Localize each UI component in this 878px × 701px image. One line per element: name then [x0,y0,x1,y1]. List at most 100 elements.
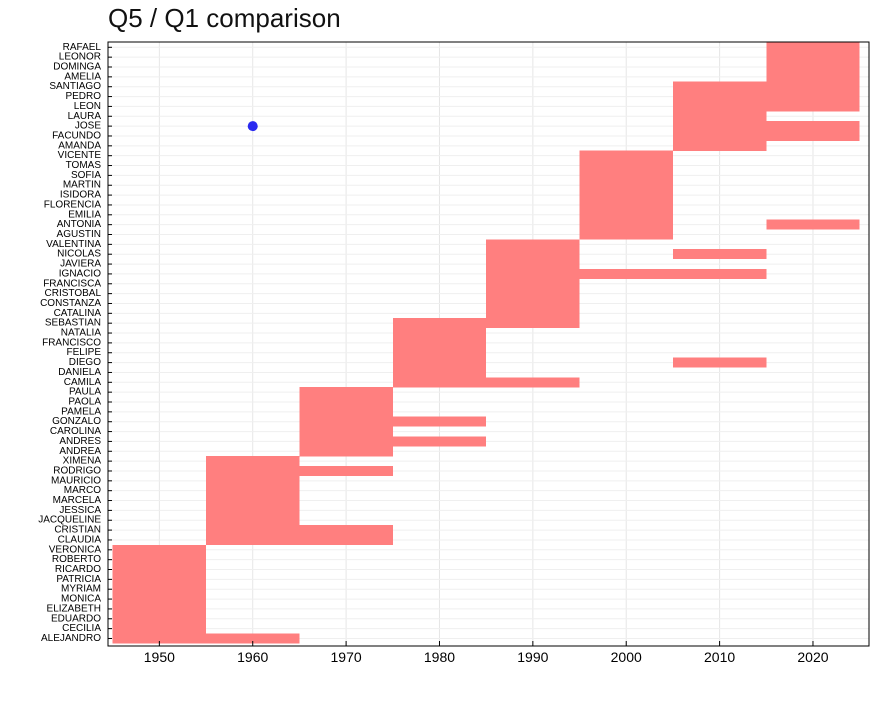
x-tick-label: 2020 [797,649,828,665]
y-tick-label: MYRIAM [61,584,101,595]
bar-camila [392,377,580,388]
y-tick-label: FLORENCIA [44,199,102,210]
y-tick-label: VICENTE [58,150,102,161]
bar-cristian [206,525,393,536]
y-tick-label: ALEJANDRO [41,633,101,644]
bar-pamela [299,406,393,417]
bar-valentina [486,239,580,250]
bar-francisca [486,278,580,289]
bar-monica [112,594,207,605]
bar-diego [392,357,487,368]
bar-andres [299,436,487,447]
y-tick-label: ANDRES [59,436,101,447]
bar-eduardo [112,613,207,624]
bar-roberto [112,554,207,565]
bar-alejandro [112,633,300,644]
bar-diego [672,357,767,368]
point-jose [247,121,258,132]
bar-marco [206,485,300,496]
y-tick-label: FRANCISCA [43,278,101,289]
bar-santiago [672,81,860,92]
y-tick-label: MARCELA [53,495,102,506]
y-tick-label: CRISTOBAL [45,288,102,299]
bar-florencia [579,199,673,210]
y-tick-label: VALENTINA [46,239,101,250]
x-tick-label: 2000 [611,649,642,665]
y-tick-label: SEBASTIAN [45,318,101,329]
bar-paula [299,387,393,398]
x-axis: 1950 1960 1970 1980 1990 2000 2010 2020 [144,641,829,665]
y-tick-label: DOMINGA [53,62,101,73]
bar-facundo [672,130,860,142]
bar-nicolas [672,249,767,260]
y-axis: ALEJANDROCECILIAEDUARDOELIZABETHMONICAMY… [38,42,112,644]
bar-ignacio [486,268,767,279]
bar-martin [579,180,673,191]
bar-constanza [486,298,580,309]
y-tick-label: LAURA [68,111,102,122]
y-tick-label: IGNACIO [59,268,101,279]
y-tick-label: ELIZABETH [47,603,101,614]
y-tick-label: JACQUELINE [38,515,101,526]
y-tick-label: RICARDO [55,564,101,575]
bar-layer [112,42,860,644]
bar-amelia [766,71,860,82]
y-tick-label: ISIDORA [60,190,101,201]
bar-jacqueline [206,515,300,526]
plot-frame [107,41,870,647]
bar-paola [299,396,393,408]
x-tick-label: 1950 [144,649,175,665]
y-tick-label: RODRIGO [53,465,101,476]
y-tick-label: EMILIA [68,209,101,220]
bar-emilia [579,209,673,220]
y-tick-label: CONSTANZA [40,298,101,309]
y-tick-label: EDUARDO [51,613,101,624]
y-tick-label: CLAUDIA [58,534,102,545]
bar-laura [672,111,767,122]
y-tick-label: FRANCISCO [42,337,101,348]
bar-catalina [486,308,580,319]
x-tick-label: 1970 [331,649,362,665]
bar-isidora [579,190,673,201]
bar-cristobal [486,288,580,299]
bar-veronica [112,544,207,555]
y-tick-label: PEDRO [65,91,101,102]
bar-pedro [672,91,860,102]
y-tick-label: GONZALO [52,416,101,427]
y-tick-label: LEONOR [59,52,101,63]
y-tick-label: CECILIA [62,623,101,634]
y-tick-label: DANIELA [58,367,101,378]
y-tick-label: PAULA [69,387,101,398]
y-tick-label: JESSICA [59,505,101,516]
y-tick-label: MONICA [61,594,101,605]
bar-leon [672,101,860,112]
chart-title: Q5 / Q1 comparison [108,3,341,33]
bar-elizabeth [112,603,207,614]
y-tick-label: CAROLINA [50,426,101,437]
bar-ximena [206,456,300,467]
bar-myriam [112,584,207,595]
y-tick-label: MAURICIO [51,475,101,486]
y-tick-label: PAOLA [68,397,101,408]
y-tick-label: CATALINA [54,308,102,319]
bar-ricardo [112,564,207,575]
y-tick-label: DIEGO [69,357,101,368]
bar-jose [672,121,860,132]
bar-vicente [579,150,673,161]
x-tick-label: 1990 [517,649,548,665]
x-tick-label: 1960 [237,649,268,665]
y-tick-label: ANDREA [59,446,101,457]
bar-rafael [766,42,860,53]
y-tick-label: FACUNDO [52,130,101,141]
point-layer [247,121,258,132]
bar-antonia [579,219,673,230]
bar-agustin [579,229,673,240]
y-tick-label: NATALIA [61,328,102,339]
x-tick-label: 2010 [704,649,735,665]
bar-carolina [299,426,393,437]
bar-amanda [672,140,767,151]
bar-felipe [392,347,487,358]
y-tick-label: NICOLAS [57,249,101,260]
y-tick-label: AMELIA [64,71,101,82]
